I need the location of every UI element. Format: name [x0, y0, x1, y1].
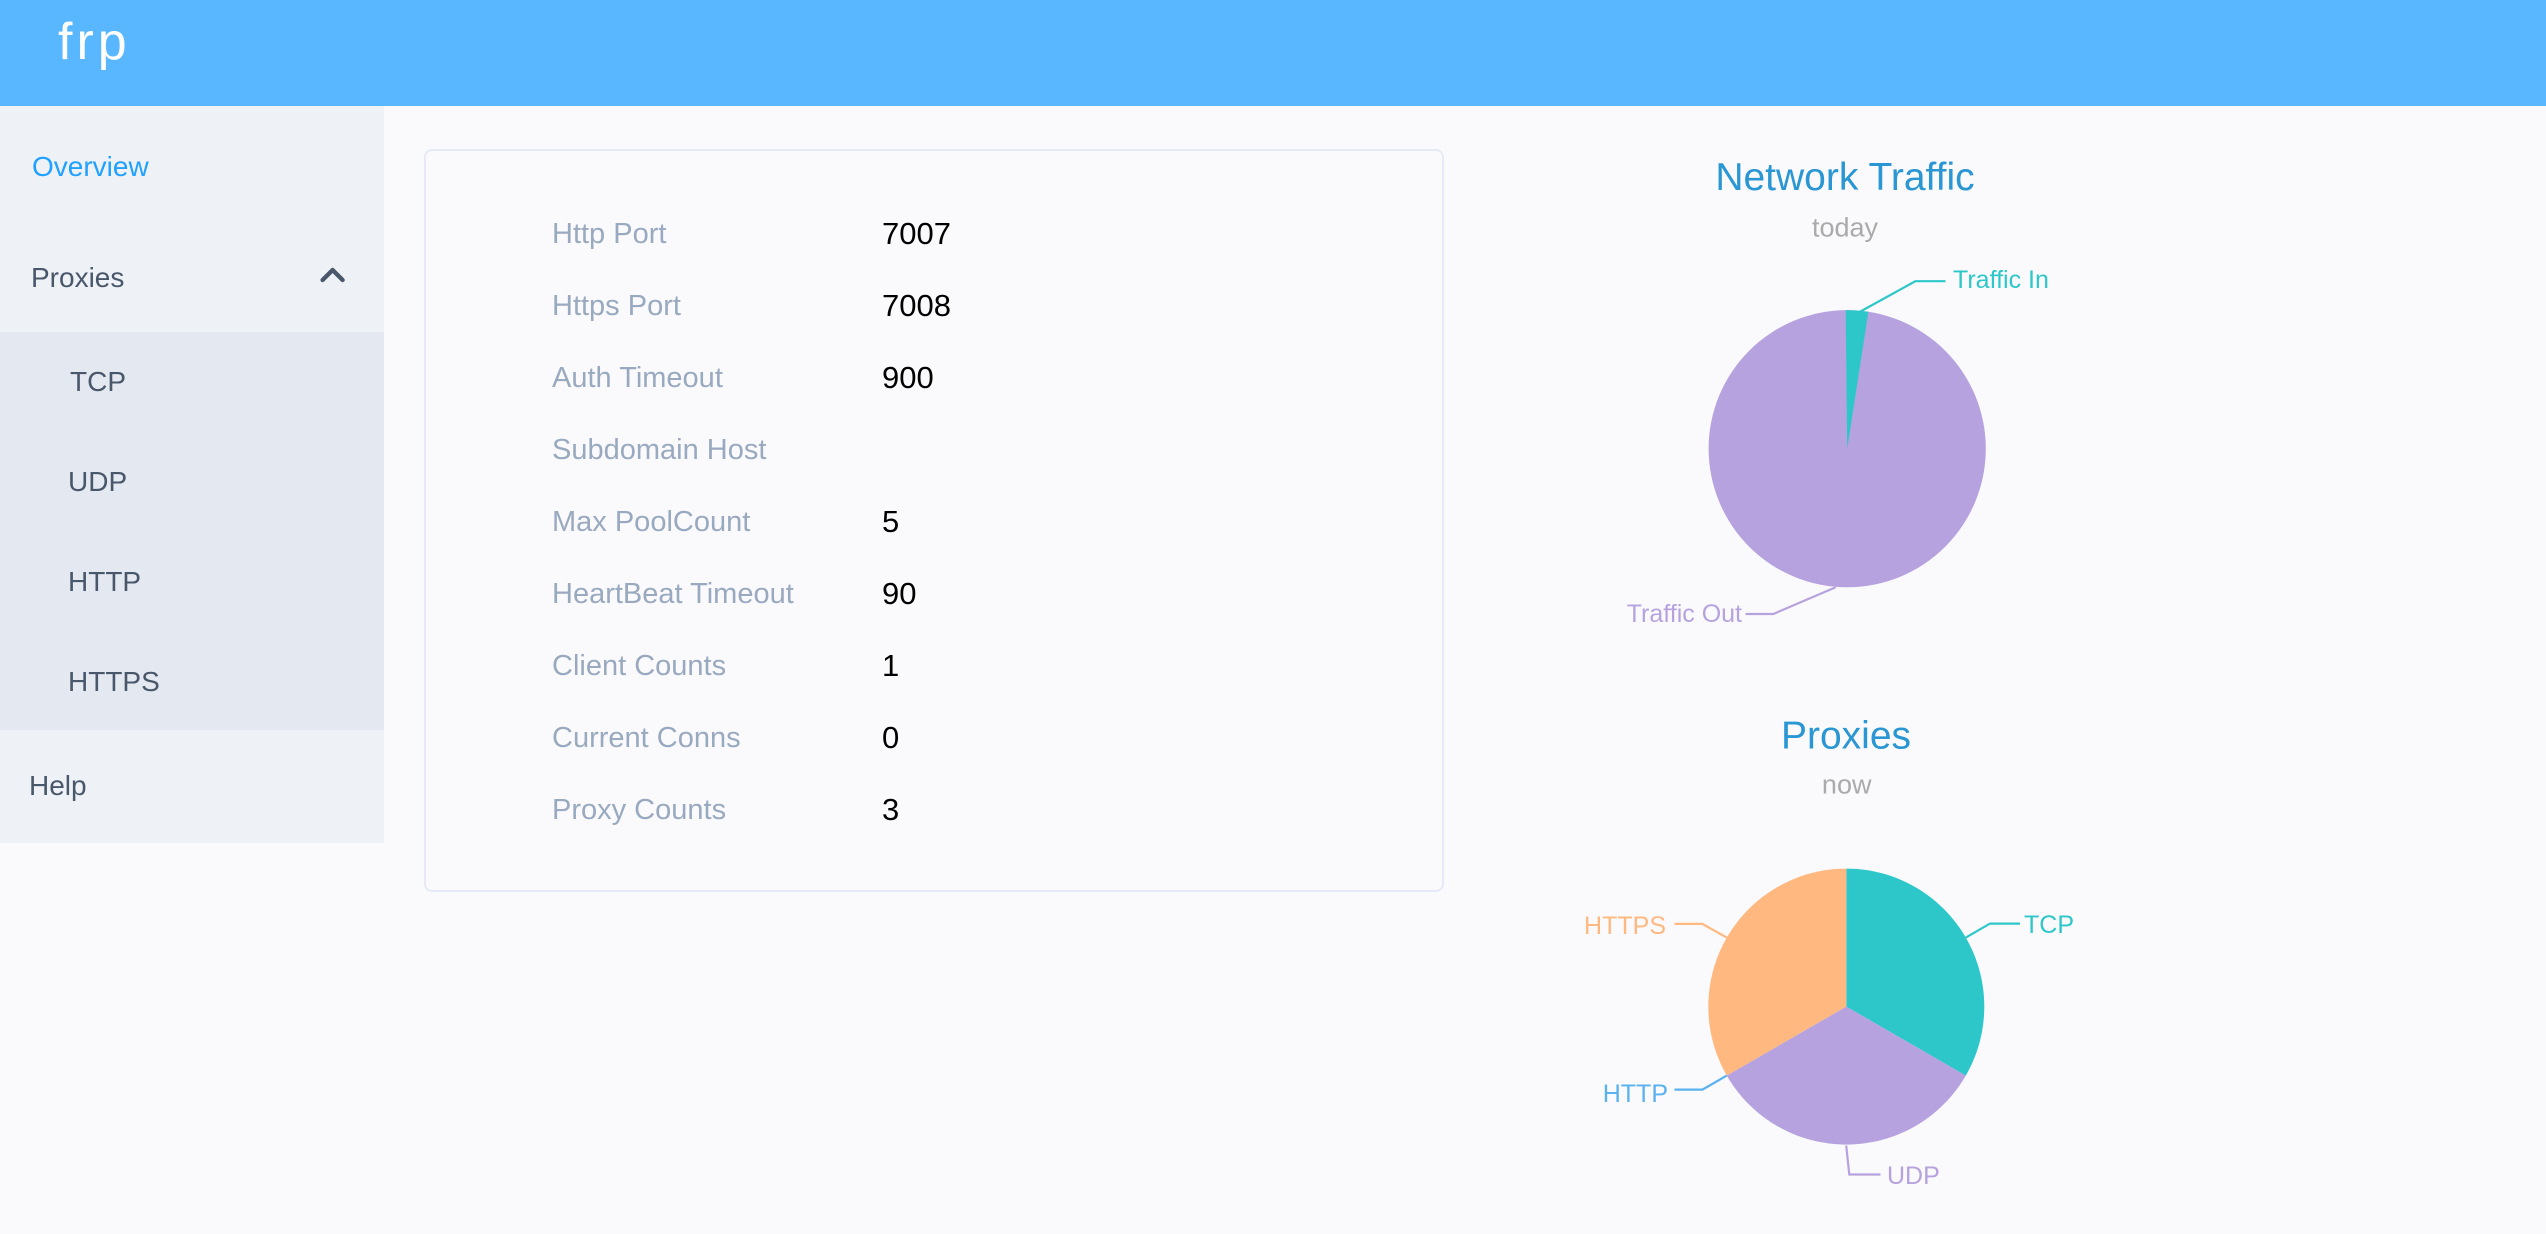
svg-text:Network Traffic: Network Traffic — [1715, 156, 1974, 199]
svg-text:TCP: TCP — [2024, 911, 2074, 939]
svg-text:HTTP: HTTP — [1603, 1080, 1668, 1108]
svg-text:now: now — [1822, 770, 1872, 800]
svg-text:UDP: UDP — [1887, 1162, 1940, 1190]
svg-text:Traffic Out: Traffic Out — [1627, 600, 1742, 628]
svg-text:HTTPS: HTTPS — [1584, 912, 1666, 940]
svg-text:today: today — [1812, 213, 1879, 243]
svg-text:Proxies: Proxies — [1781, 715, 1911, 758]
svg-text:Traffic In: Traffic In — [1953, 266, 2049, 294]
